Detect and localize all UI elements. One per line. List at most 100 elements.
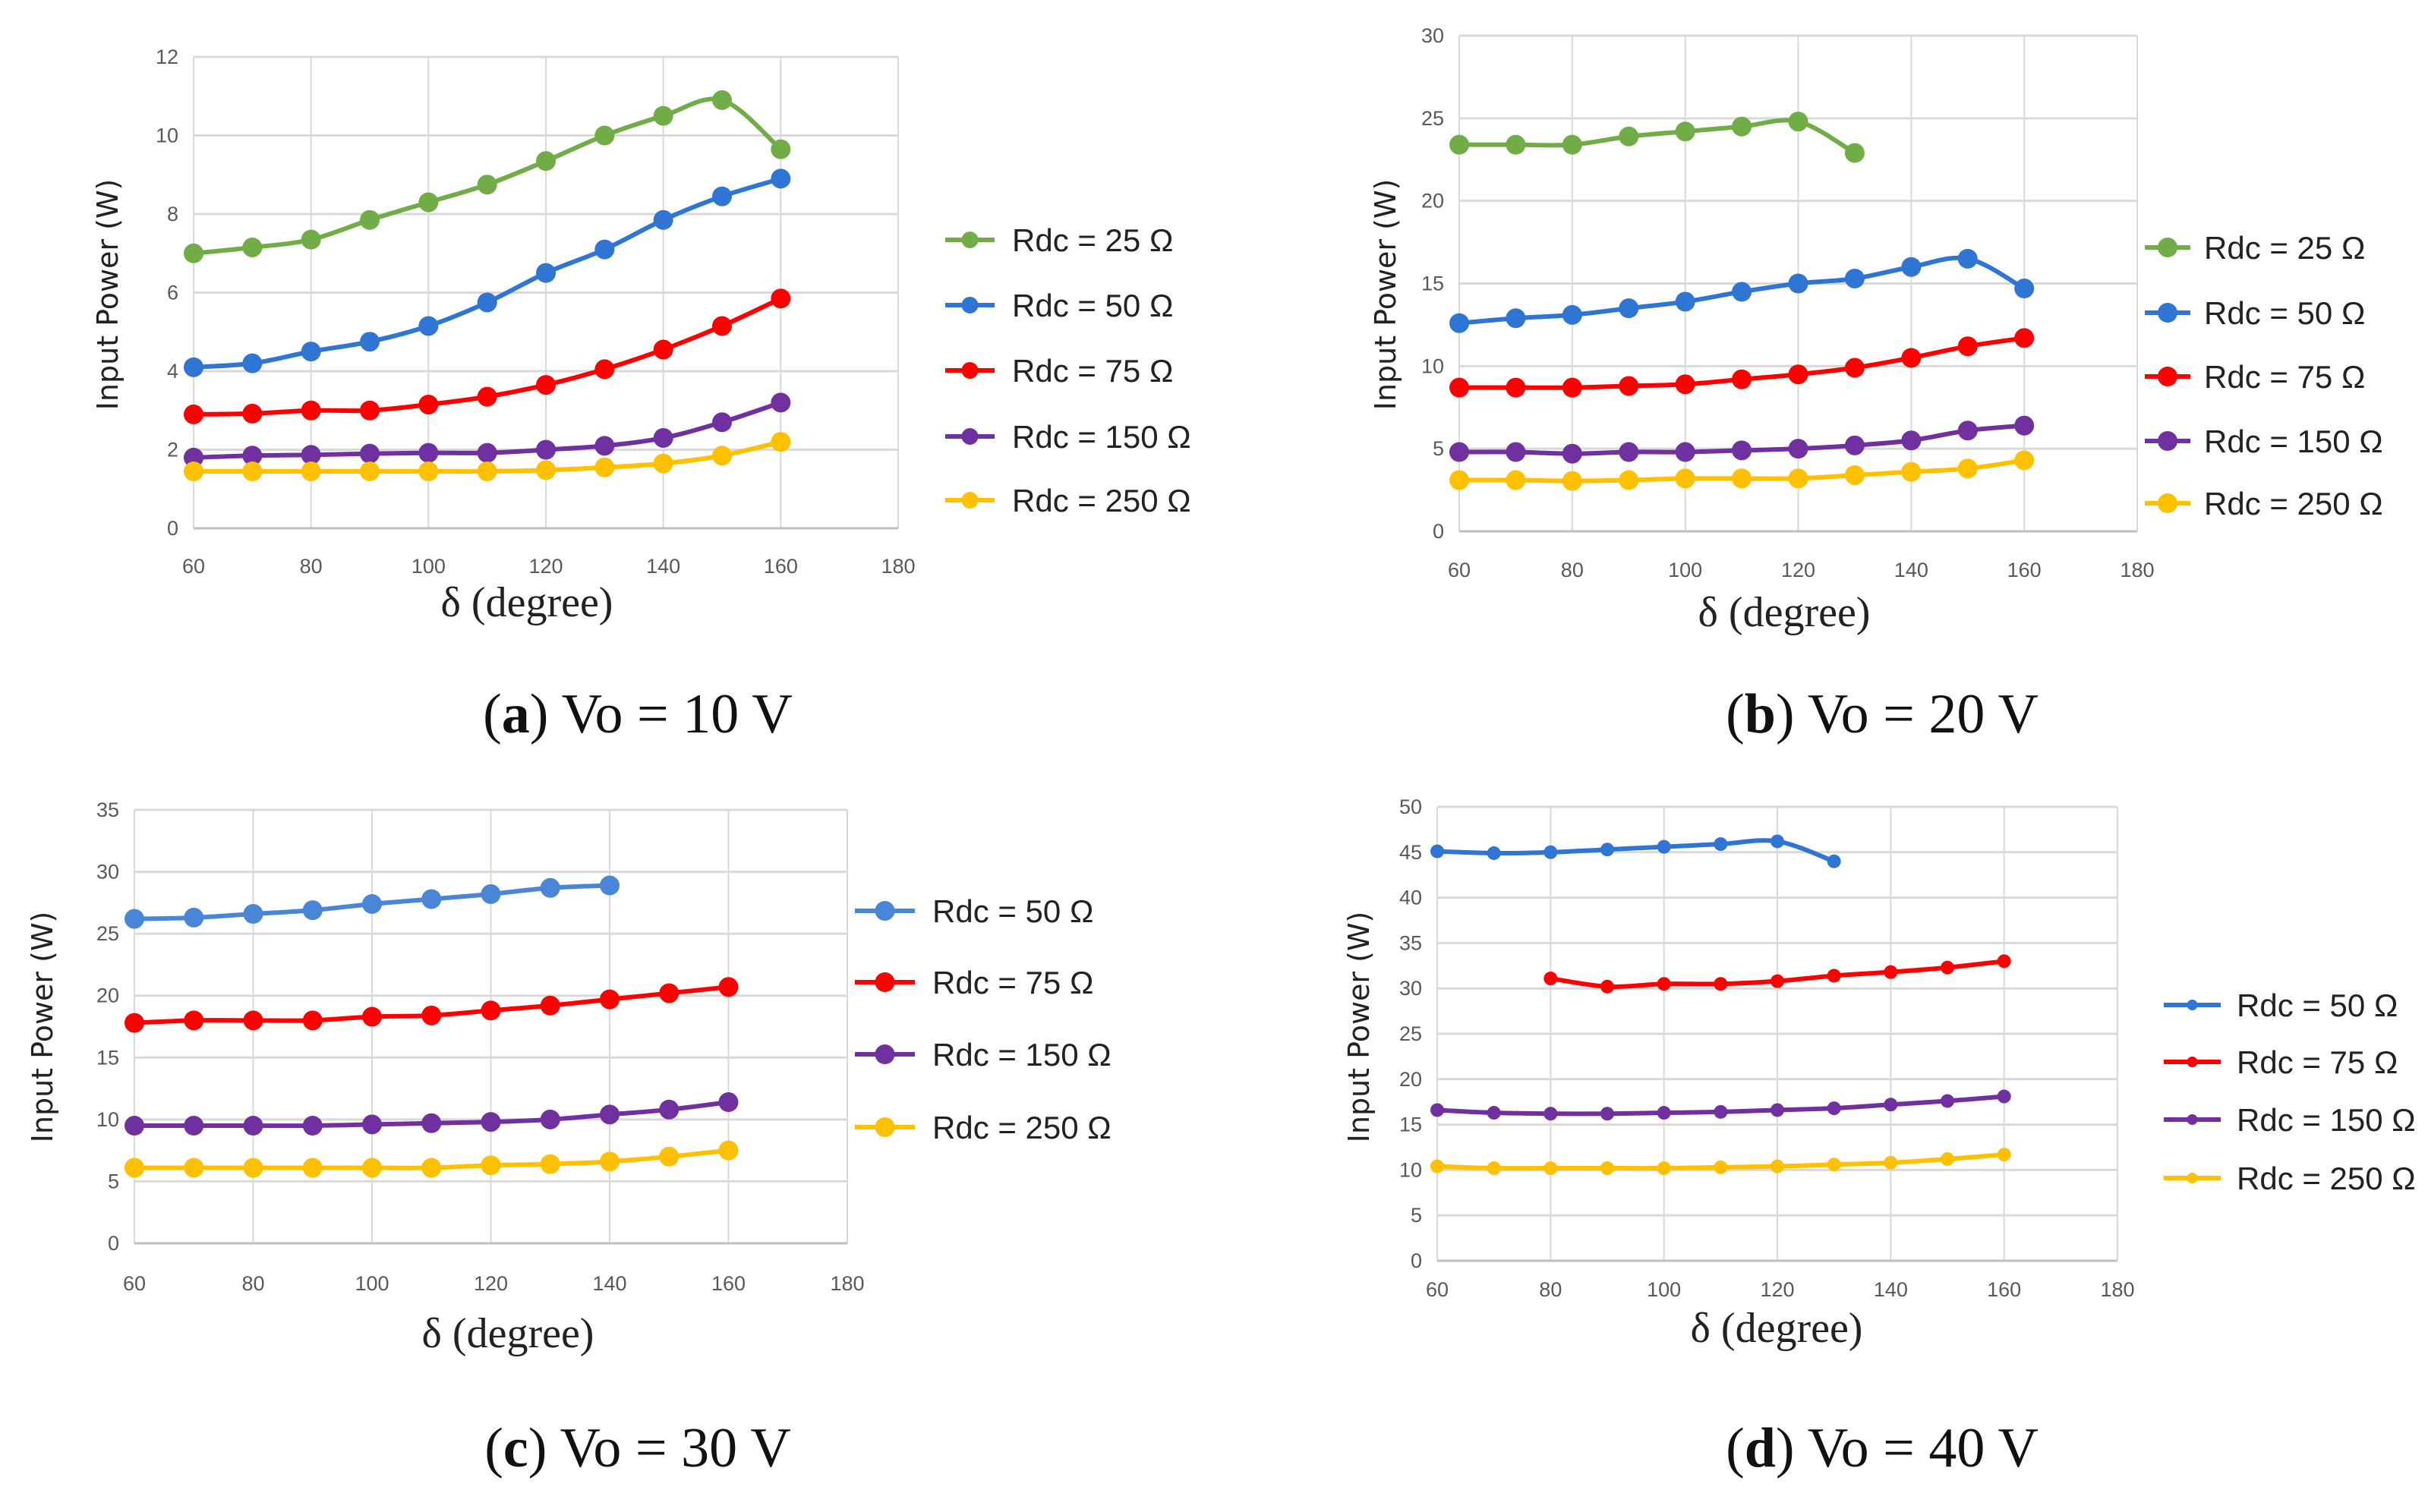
y-tick-label: 35 [1399, 931, 1422, 954]
data-point [243, 1158, 263, 1178]
data-point [1714, 977, 1728, 991]
y-tick-label: 30 [96, 861, 119, 884]
data-point [1487, 1106, 1501, 1120]
caption-text: Vo = 10 V [562, 683, 793, 745]
data-point [184, 447, 203, 468]
data-point [1506, 442, 1526, 462]
y-tick-label: 15 [96, 1046, 119, 1069]
caption-paren-open: ( [1726, 1417, 1745, 1479]
legend-dot-marker [961, 297, 979, 313]
x-tick-label: 100 [1647, 1278, 1681, 1301]
legend-dot-marker [2158, 238, 2177, 257]
data-point [1827, 854, 1841, 868]
legend-label: Rdc = 50 Ω [2204, 295, 2365, 331]
x-axis-title: δ (degree) [1698, 589, 1871, 636]
data-point [1562, 134, 1582, 155]
legend-label: Rdc = 25 Ω [1012, 222, 1173, 258]
data-point [1675, 468, 1695, 489]
data-point [712, 316, 732, 336]
legend-item: Rdc = 150 Ω [2164, 1102, 2416, 1138]
data-point [1675, 374, 1695, 395]
y-tick-label: 35 [96, 799, 119, 821]
legend-item: Rdc = 75 Ω [945, 353, 1173, 389]
caption-letter: c [503, 1417, 528, 1479]
y-tick-label: 45 [1399, 841, 1422, 864]
data-point [1449, 134, 1469, 155]
legend-dot-marker [875, 1117, 895, 1137]
x-tick-label: 140 [1894, 559, 1928, 581]
legend-item: Rdc = 50 Ω [2145, 295, 2365, 331]
legend-item: Rdc = 250 Ω [2145, 486, 2383, 521]
x-tick-label: 140 [592, 1272, 626, 1295]
y-tick-label: 25 [96, 922, 119, 945]
data-point [536, 151, 556, 172]
legend-item: Rdc = 75 Ω [855, 965, 1093, 1000]
data-point [302, 1116, 323, 1136]
legend-dot-marker [961, 428, 979, 445]
panel-caption: (b) Vo = 20 V [1726, 683, 2039, 745]
x-tick-label: 160 [764, 555, 798, 578]
x-tick-label: 180 [2120, 559, 2154, 581]
y-tick-label: 20 [1399, 1068, 1422, 1091]
data-point [659, 983, 680, 1003]
data-point [477, 292, 497, 313]
y-tick-label: 5 [1411, 1204, 1422, 1227]
data-point [1544, 845, 1558, 859]
data-point [1901, 257, 1922, 277]
legend-dot-marker [2158, 431, 2177, 451]
x-tick-label: 140 [646, 555, 680, 578]
data-point [301, 400, 321, 421]
data-point [771, 139, 791, 159]
data-point [536, 460, 556, 480]
y-tick-label: 40 [1399, 887, 1422, 909]
y-tick-label: 10 [156, 124, 178, 147]
data-point [1430, 844, 1444, 858]
data-point [302, 1010, 323, 1031]
data-point [594, 457, 615, 477]
legend-item: Rdc = 150 Ω [945, 419, 1191, 455]
series-150-ohm [125, 1092, 739, 1136]
series-50-ohm [1430, 834, 1841, 868]
data-point [1562, 304, 1582, 325]
data-point [600, 1104, 620, 1125]
y-tick-label: 0 [108, 1232, 119, 1255]
caption-paren-open: ( [483, 683, 502, 745]
data-point [594, 436, 615, 456]
data-point [1449, 313, 1469, 333]
caption-letter: b [1745, 683, 1776, 745]
caption-letter: a [502, 683, 530, 745]
x-tick-label: 80 [1561, 559, 1584, 581]
x-tick-label: 60 [1426, 1278, 1449, 1301]
data-point [360, 461, 380, 481]
legend-item: Rdc = 250 Ω [855, 1110, 1112, 1145]
x-tick-label: 100 [355, 1272, 389, 1295]
caption-paren-close: ) [1776, 1417, 1808, 1479]
data-point [421, 889, 442, 909]
data-point [1732, 116, 1752, 137]
data-point [360, 209, 380, 230]
x-axis-title: δ (degree) [441, 579, 613, 626]
data-point [184, 243, 203, 263]
series-250-ohm [184, 432, 791, 481]
y-tick-label: 10 [1421, 354, 1444, 377]
data-point [712, 446, 732, 466]
data-point [243, 904, 263, 925]
data-point [1544, 1161, 1558, 1176]
data-point [771, 288, 791, 309]
x-tick-label: 140 [1874, 1278, 1908, 1301]
data-point [362, 1114, 382, 1135]
legend-item: Rdc = 150 Ω [2145, 424, 2383, 459]
data-point [2014, 279, 2035, 299]
data-point [481, 1155, 501, 1176]
data-point [771, 169, 791, 189]
data-point [125, 1013, 144, 1033]
data-point [1884, 1098, 1898, 1112]
data-point [360, 332, 380, 352]
data-point [712, 412, 732, 433]
data-point [1884, 965, 1898, 979]
data-point [421, 1158, 442, 1178]
data-point [600, 989, 620, 1010]
data-point [1544, 972, 1558, 986]
legend-dot-marker [2187, 1057, 2198, 1067]
data-point [1619, 298, 1639, 319]
